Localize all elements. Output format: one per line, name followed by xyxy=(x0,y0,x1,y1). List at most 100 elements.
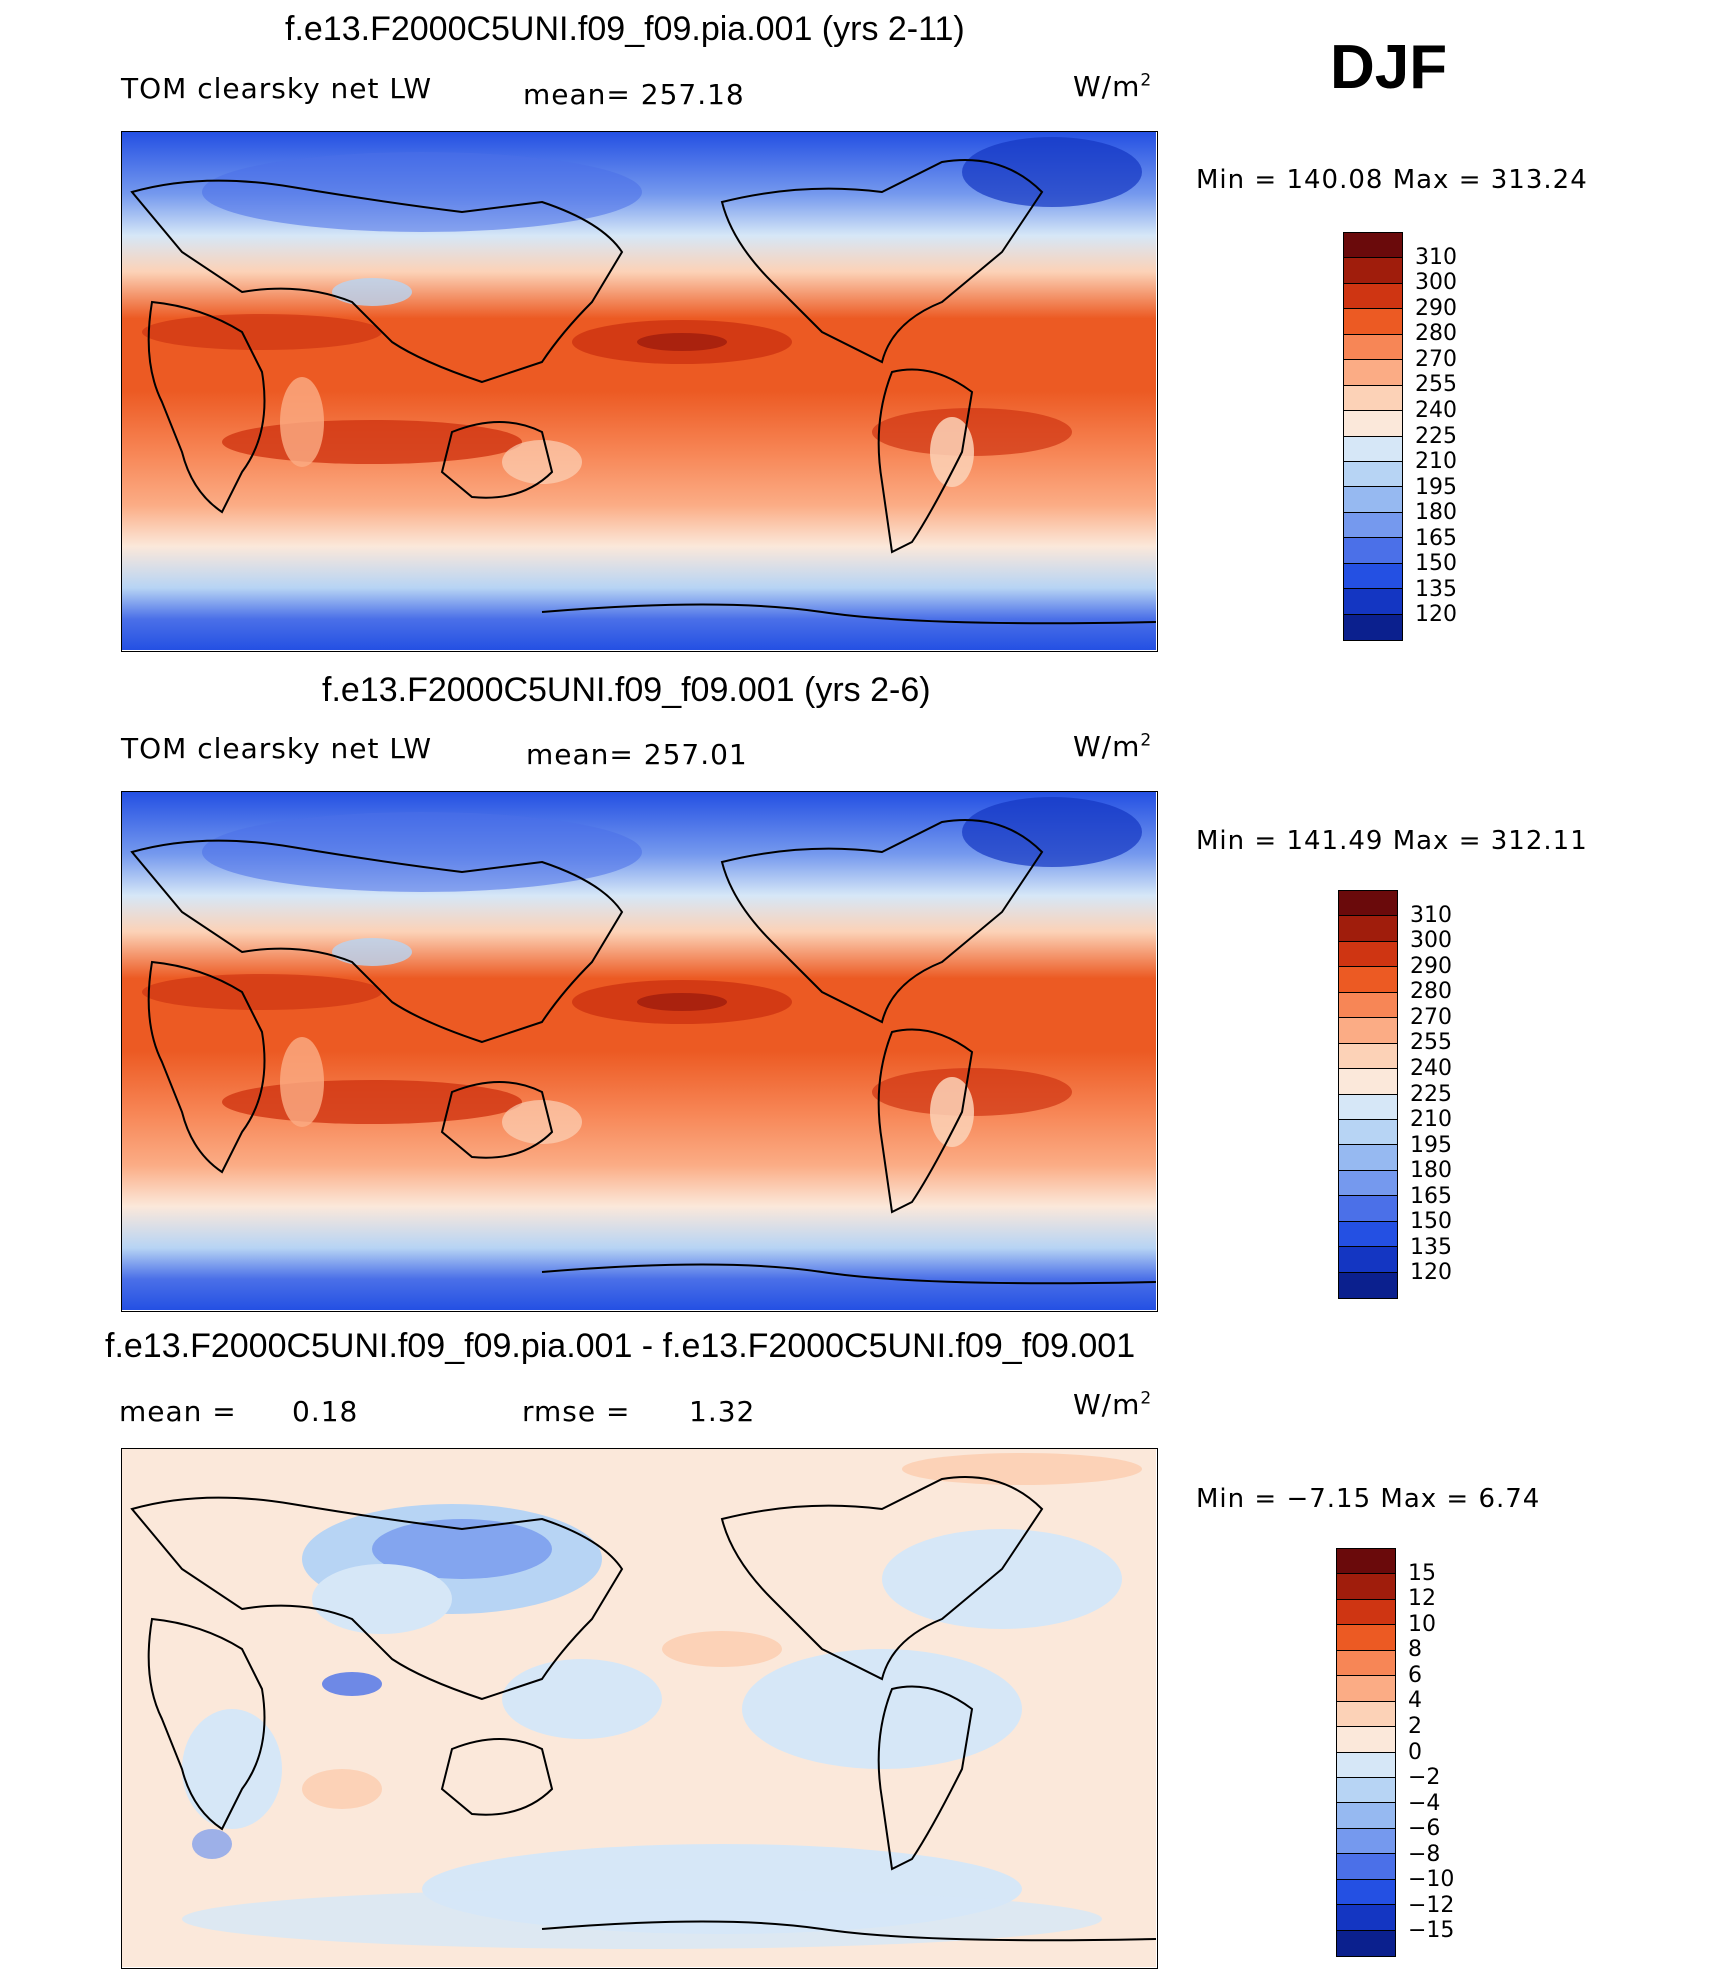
colorbar-level-label: 15 xyxy=(1408,1560,1436,1586)
panel2-mean: mean= 257.01 xyxy=(526,738,748,771)
colorbar-level-label: −15 xyxy=(1408,1918,1455,1944)
panel1-units: W/m2 xyxy=(1073,70,1153,103)
colorbar-swatch xyxy=(1339,1094,1397,1120)
colorbar-level-label: 300 xyxy=(1410,928,1452,954)
colorbar-level-label: 2 xyxy=(1408,1713,1422,1739)
colorbar-level-label: 6 xyxy=(1408,1662,1422,1688)
colorbar-level-label: 255 xyxy=(1415,372,1457,398)
colorbar-swatch xyxy=(1344,436,1402,462)
colorbar-level-label: 225 xyxy=(1410,1081,1452,1107)
colorbar-level-label: −4 xyxy=(1408,1790,1441,1816)
colorbar-swatch xyxy=(1337,1599,1395,1626)
panel3-minmax: Min = −7.15 Max = 6.74 xyxy=(1196,1484,1541,1514)
panel3-rmse-label: rmse = xyxy=(522,1395,631,1428)
colorbar-level-label: 165 xyxy=(1410,1183,1452,1209)
colorbar-swatch xyxy=(1339,1119,1397,1146)
colorbar-swatch xyxy=(1339,1018,1397,1044)
colorbar-swatch xyxy=(1337,1828,1395,1855)
colorbar-swatch xyxy=(1344,360,1402,386)
colorbar-level-label: 150 xyxy=(1410,1209,1452,1235)
colorbar-swatch xyxy=(1337,1854,1395,1880)
colorbar-swatch xyxy=(1337,1905,1395,1931)
panel1-colorbar xyxy=(1343,232,1403,641)
panel3-units: W/m2 xyxy=(1073,1388,1153,1421)
colorbar-swatch xyxy=(1344,309,1402,335)
colorbar-level-label: 240 xyxy=(1410,1055,1452,1081)
colorbar-level-label: 165 xyxy=(1415,525,1457,551)
colorbar-level-label: 135 xyxy=(1415,576,1457,602)
colorbar-level-label: 120 xyxy=(1415,602,1457,628)
colorbar-swatch xyxy=(1344,614,1402,640)
panel1-field xyxy=(122,132,1156,650)
colorbar-level-label: 290 xyxy=(1415,295,1457,321)
colorbar-level-label: 225 xyxy=(1415,423,1457,449)
colorbar-swatch xyxy=(1337,1879,1395,1906)
colorbar-swatch xyxy=(1339,1145,1397,1171)
colorbar-level-label: 270 xyxy=(1410,1004,1452,1030)
panel3-mean-label: mean = xyxy=(119,1395,237,1428)
colorbar-swatch xyxy=(1344,487,1402,513)
colorbar-level-label: 310 xyxy=(1415,244,1457,270)
colorbar-level-label: 195 xyxy=(1410,1132,1452,1158)
panel1-mean: mean= 257.18 xyxy=(523,78,745,111)
colorbar-swatch xyxy=(1339,1043,1397,1070)
colorbar-swatch xyxy=(1337,1625,1395,1651)
colorbar-swatch xyxy=(1339,941,1397,968)
colorbar-swatch xyxy=(1337,1777,1395,1804)
colorbar-swatch xyxy=(1337,1930,1395,1956)
colorbar-level-label: 0 xyxy=(1408,1739,1422,1765)
colorbar-level-label: 195 xyxy=(1415,474,1457,500)
colorbar-swatch xyxy=(1344,563,1402,590)
panel2-field xyxy=(122,792,1156,1310)
colorbar-swatch xyxy=(1337,1752,1395,1778)
panel3-title: f.e13.F2000C5UNI.f09_f09.pia.001 - f.e13… xyxy=(105,1327,1136,1365)
panel1-minmax: Min = 140.08 Max = 313.24 xyxy=(1196,165,1588,195)
colorbar-level-label: 8 xyxy=(1408,1637,1422,1663)
colorbar-level-label: −10 xyxy=(1408,1867,1455,1893)
colorbar-level-label: 290 xyxy=(1410,953,1452,979)
colorbar-swatch xyxy=(1344,258,1402,284)
colorbar-level-label: 135 xyxy=(1410,1234,1452,1260)
colorbar-swatch xyxy=(1339,967,1397,993)
colorbar-swatch xyxy=(1339,1170,1397,1197)
colorbar-level-label: 120 xyxy=(1410,1260,1452,1286)
colorbar-level-label: 280 xyxy=(1410,979,1452,1005)
colorbar-level-label: 180 xyxy=(1410,1158,1452,1184)
colorbar-level-label: 150 xyxy=(1415,551,1457,577)
colorbar-level-label: −6 xyxy=(1408,1816,1441,1842)
colorbar-swatch xyxy=(1344,461,1402,488)
colorbar-level-label: 240 xyxy=(1415,397,1457,423)
colorbar-swatch xyxy=(1339,1069,1397,1095)
colorbar-level-label: 280 xyxy=(1415,321,1457,347)
panel1-title: f.e13.F2000C5UNI.f09_f09.pia.001 (yrs 2-… xyxy=(285,10,965,48)
colorbar-swatch xyxy=(1339,891,1397,917)
colorbar-level-label: 210 xyxy=(1415,449,1457,475)
panel3-colorbar xyxy=(1336,1548,1396,1957)
panel1-variable: TOM clearsky net LW xyxy=(121,72,433,105)
colorbar-level-label: 210 xyxy=(1410,1107,1452,1133)
colorbar-level-label: −12 xyxy=(1408,1892,1455,1918)
panel2-minmax: Min = 141.49 Max = 312.11 xyxy=(1196,826,1588,856)
colorbar-swatch xyxy=(1339,916,1397,942)
colorbar-level-label: 300 xyxy=(1415,270,1457,296)
colorbar-swatch xyxy=(1339,1221,1397,1248)
panel2-map xyxy=(121,791,1158,1312)
colorbar-swatch xyxy=(1339,1272,1397,1298)
colorbar-level-label: −2 xyxy=(1408,1765,1441,1791)
colorbar-swatch xyxy=(1337,1803,1395,1829)
colorbar-swatch xyxy=(1339,1247,1397,1273)
panel2-units: W/m2 xyxy=(1073,730,1153,763)
colorbar-swatch xyxy=(1344,411,1402,437)
season-label: DJF xyxy=(1330,33,1448,102)
colorbar-swatch xyxy=(1344,334,1402,361)
colorbar-swatch xyxy=(1339,992,1397,1019)
panel2-title: f.e13.F2000C5UNI.f09_f09.001 (yrs 2-6) xyxy=(322,671,931,709)
colorbar-swatch xyxy=(1344,233,1402,259)
panel3-mean-value: 0.18 xyxy=(292,1395,359,1428)
colorbar-swatch xyxy=(1337,1701,1395,1728)
colorbar-level-label: 4 xyxy=(1408,1688,1422,1714)
colorbar-swatch xyxy=(1339,1196,1397,1222)
panel2-variable: TOM clearsky net LW xyxy=(121,732,433,765)
panel2-colorbar xyxy=(1338,890,1398,1299)
colorbar-level-label: 310 xyxy=(1410,902,1452,928)
